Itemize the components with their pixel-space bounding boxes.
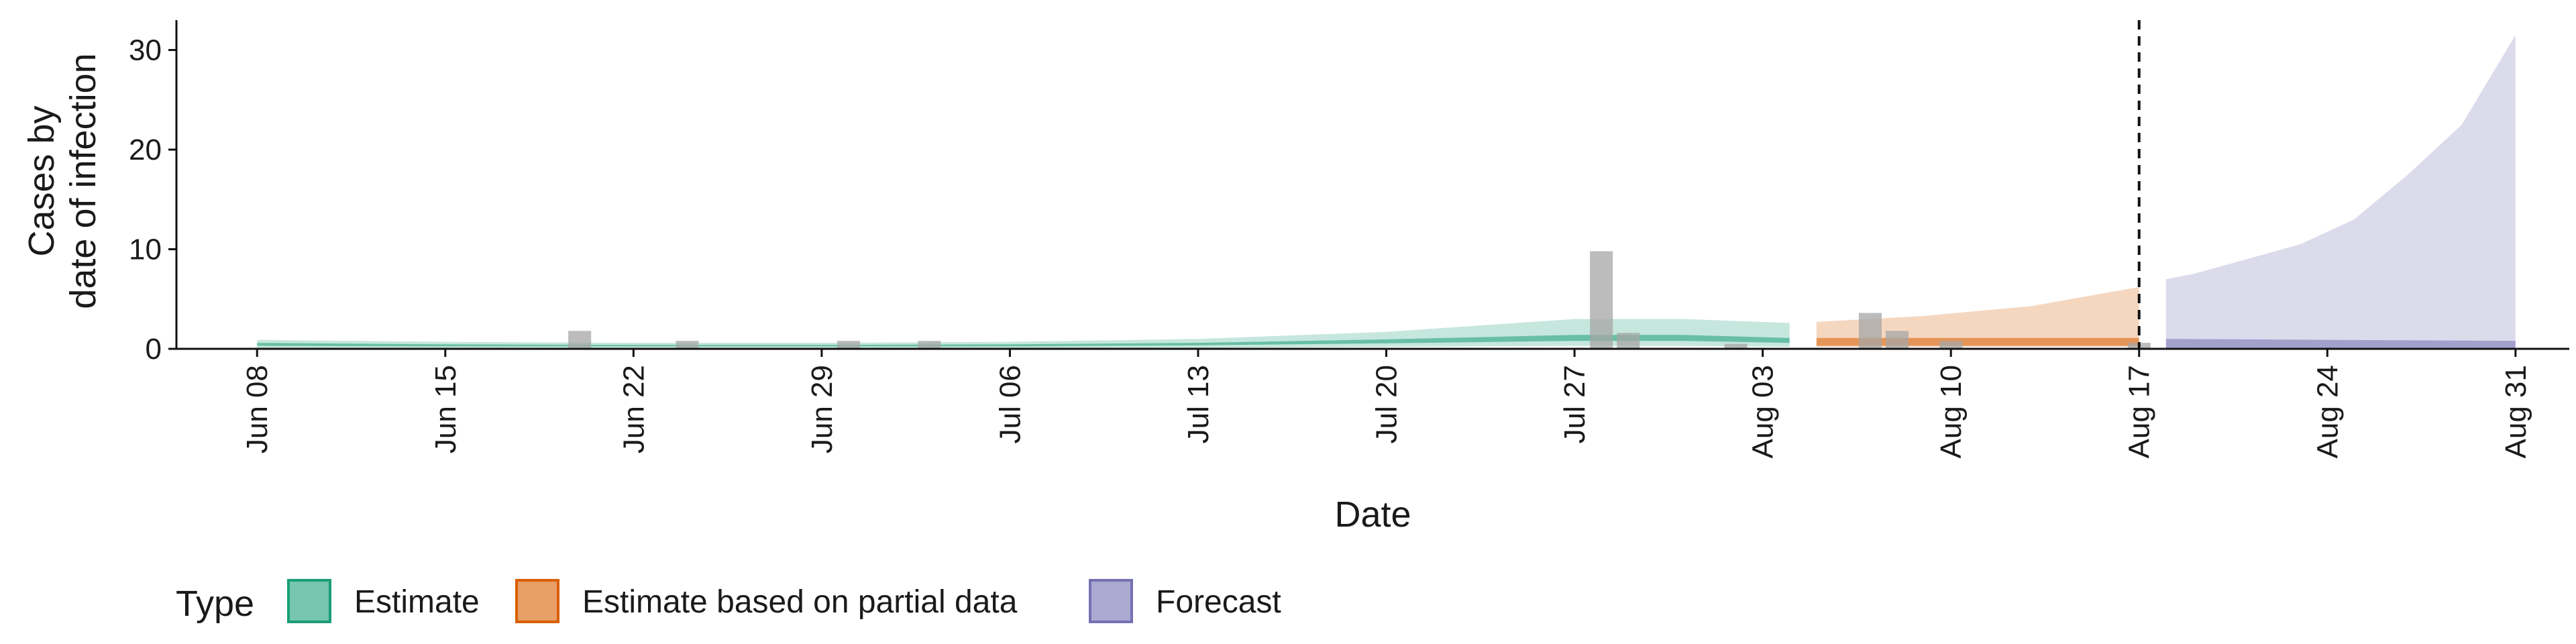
estimate-outer-band: [257, 319, 1790, 349]
x-tick-label: Aug 03: [1747, 365, 1780, 458]
reported-case-bar: [1886, 331, 1909, 349]
legend-item-label: Forecast: [1156, 584, 1281, 620]
x-tick-label: Jun 08: [241, 365, 274, 453]
forecast-inner-band: [2165, 339, 2516, 349]
reported-case-bar: [837, 341, 860, 349]
y-tick-label: 30: [129, 34, 162, 67]
reported-case-bar: [1858, 313, 1882, 349]
legend-key: [1089, 579, 1133, 623]
reported-case-bar: [568, 331, 592, 349]
x-tick-label: Jun 15: [429, 365, 462, 453]
plot-panel: 0 10 20 30 Jun 08 Jun 15 Jun 22 Jun 29 Jul 06 Jul…: [21, 20, 2569, 535]
y-axis-title-line: Cases by: [21, 105, 62, 256]
reported-case-bar: [1590, 251, 1613, 349]
y-axis-title: Cases bydate of infection: [21, 53, 103, 309]
reported-case-bar: [918, 341, 941, 349]
x-tick-label: Aug 10: [1935, 365, 1968, 458]
reported-case-bar: [676, 341, 699, 349]
x-tick-label: Jul 27: [1558, 365, 1591, 443]
legend-key: [515, 579, 559, 623]
x-tick-label: Jun 22: [617, 365, 650, 453]
reported-case-bar: [1724, 343, 1748, 349]
x-tick-label: Aug 24: [2311, 365, 2344, 458]
legend: Type Estimate Estimate based on partial da…: [176, 579, 1281, 624]
y-axis-title-line: date of infection: [63, 53, 103, 309]
x-tick-label: Aug 17: [2123, 365, 2156, 458]
legend-item-label: Estimate: [354, 584, 480, 620]
x-axis-title: Date: [1334, 494, 1411, 535]
x-tick-label: Jun 29: [806, 365, 839, 453]
legend-title: Type: [176, 584, 254, 624]
legend-item-label: Estimate based on partial data: [582, 584, 1018, 620]
y-tick-label: 20: [129, 133, 162, 166]
reported-case-bar: [1617, 333, 1640, 349]
y-tick-label: 10: [129, 233, 162, 266]
forecast-outer-band: [2165, 35, 2516, 350]
reported-case-bar: [1939, 341, 1963, 349]
x-tick-label: Aug 31: [2500, 365, 2532, 458]
x-tick-label: Jul 13: [1182, 365, 1215, 443]
x-tick-label: Jul 06: [994, 365, 1026, 443]
y-tick-label: 0: [146, 333, 162, 366]
x-tick-label: Jul 20: [1371, 365, 1403, 443]
legend-key: [287, 579, 331, 623]
